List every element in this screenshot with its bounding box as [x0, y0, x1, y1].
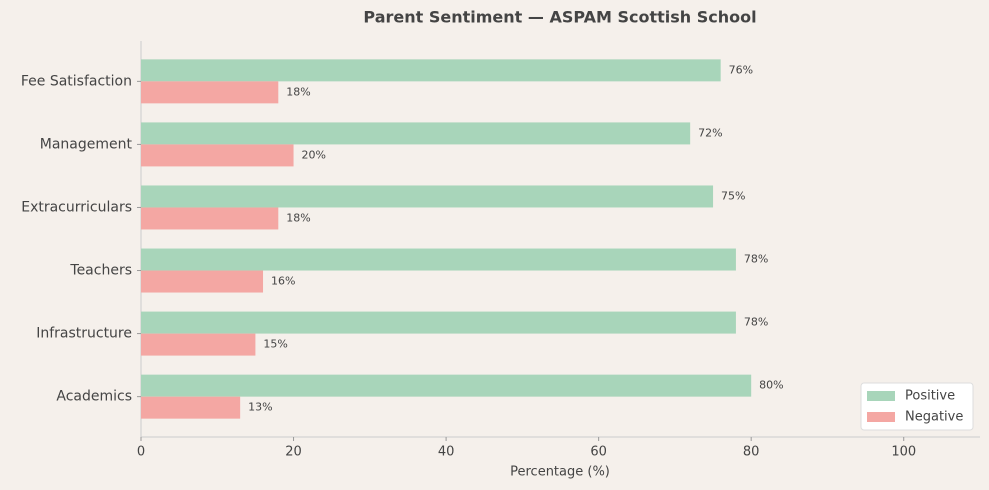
legend-label: Positive [905, 389, 955, 404]
value-label: 13% [248, 401, 272, 414]
y-tick-label: Academics [56, 389, 132, 405]
value-label: 20% [302, 148, 326, 161]
x-tick-label: 20 [285, 445, 302, 460]
value-label: 76% [729, 63, 753, 76]
value-label: 16% [271, 275, 295, 288]
bar [141, 374, 752, 397]
legend-label: Negative [905, 410, 963, 425]
y-tick-label: Infrastructure [36, 326, 132, 342]
y-tick-label: Fee Satisfaction [21, 73, 132, 89]
y-tick-label: Management [40, 136, 133, 152]
bar [141, 144, 294, 167]
x-tick-label: 40 [438, 445, 455, 460]
chart-title: Parent Sentiment — ASPAM Scottish School [363, 8, 756, 27]
x-tick-label: 60 [590, 445, 607, 460]
bar [141, 59, 721, 82]
value-label: 78% [744, 253, 768, 266]
value-label: 78% [744, 316, 768, 329]
value-label: 15% [263, 338, 287, 351]
bar [141, 396, 241, 419]
value-label: 75% [721, 189, 745, 202]
value-label: 80% [759, 379, 783, 392]
x-tick-label: 100 [891, 445, 916, 460]
bar [141, 248, 736, 271]
y-tick-label: Extracurriculars [21, 199, 132, 215]
bar [141, 270, 264, 293]
bar [141, 207, 279, 230]
value-label: 18% [286, 211, 310, 224]
bar [141, 185, 714, 208]
y-tick-label: Teachers [69, 263, 132, 279]
bar [141, 311, 736, 334]
bar [141, 122, 691, 145]
value-label: 18% [286, 85, 310, 98]
x-tick-label: 80 [743, 445, 760, 460]
bar [141, 81, 279, 104]
x-axis-label: Percentage (%) [510, 465, 610, 480]
x-tick-label: 0 [137, 445, 145, 460]
value-label: 72% [698, 126, 722, 139]
legend-swatch [867, 391, 895, 401]
bar [141, 333, 256, 356]
legend-swatch [867, 412, 895, 422]
